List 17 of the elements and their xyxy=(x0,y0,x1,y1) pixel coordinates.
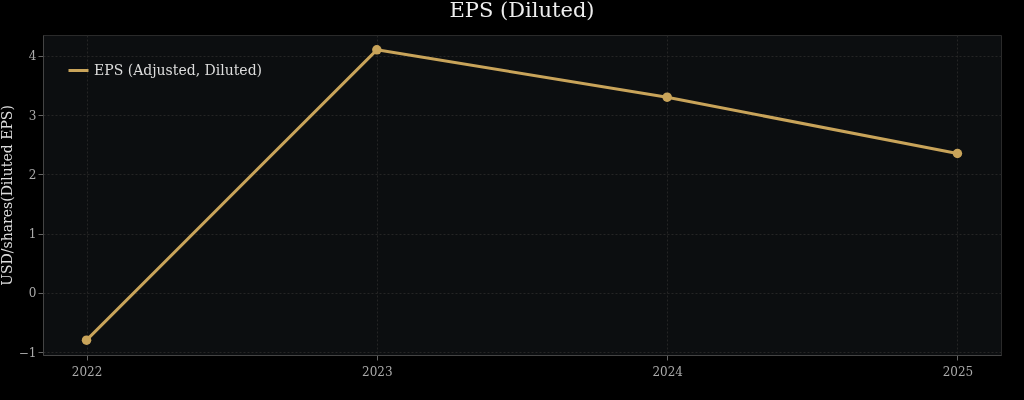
y-tick-label: 3 xyxy=(28,108,37,123)
x-tick-label: 2022 xyxy=(71,364,103,379)
y-tick-label: −1 xyxy=(18,345,37,360)
x-tick-label: 2023 xyxy=(362,364,393,379)
y-tick-label: 0 xyxy=(28,286,37,301)
y-axis-title: USD/shares(Diluted EPS) xyxy=(0,105,15,286)
point xyxy=(952,148,963,159)
y-tick-label: 2 xyxy=(28,167,37,182)
x-tick-label: 2024 xyxy=(652,364,684,379)
x-tick-label: 2025 xyxy=(942,364,974,379)
point xyxy=(662,92,672,102)
point xyxy=(81,335,92,345)
y-tick-label: 4 xyxy=(28,49,37,64)
legend-label: EPS (Adjusted, Diluted) xyxy=(94,61,263,78)
point xyxy=(372,45,382,55)
chart-title: EPS (Diluted) xyxy=(449,0,595,22)
y-tick-label: 1 xyxy=(28,227,37,242)
